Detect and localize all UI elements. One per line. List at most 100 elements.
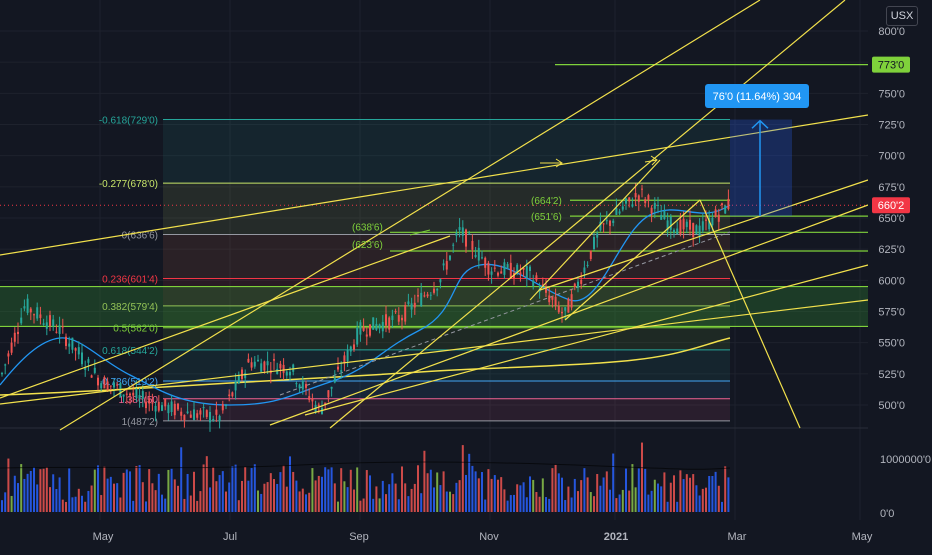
trend-lines — [0, 0, 869, 431]
candle-body — [413, 302, 416, 308]
volume-bar — [663, 472, 666, 512]
price-axis-background — [868, 0, 932, 520]
level-label: (651'6) — [531, 212, 562, 223]
candle-body — [13, 332, 16, 342]
volume-bar — [167, 469, 170, 512]
volume-bar — [445, 491, 448, 512]
volume-bar — [234, 464, 237, 512]
volume-bar — [266, 482, 269, 512]
fib-level-label: 0.382(579'4) — [102, 302, 158, 313]
candle-body — [410, 303, 413, 310]
volume-bar — [141, 482, 144, 512]
volume-bar — [708, 475, 711, 512]
volume-bar — [391, 473, 394, 512]
volume-bar — [26, 473, 29, 512]
candle-body — [385, 314, 387, 326]
candle-body — [727, 198, 730, 209]
volume-bar — [1, 500, 3, 512]
candle-body — [337, 366, 339, 370]
volume-bar — [343, 481, 346, 512]
volume-bar — [522, 482, 525, 512]
candle-body — [570, 294, 573, 308]
candle-body — [359, 322, 362, 335]
volume-bar — [500, 477, 503, 512]
volume-bar — [577, 491, 579, 512]
volume-bar — [164, 498, 167, 512]
volume-bar — [282, 465, 285, 512]
candle-body — [375, 323, 378, 330]
candle-body — [61, 326, 64, 328]
candle-body — [161, 405, 163, 411]
price-tick-label: 700'0 — [878, 151, 905, 163]
volume-bar — [692, 474, 695, 512]
candle-body — [529, 266, 531, 272]
chart-grid — [0, 0, 868, 520]
volume-bar — [474, 471, 477, 512]
volume-bar — [340, 468, 343, 512]
candle-body — [589, 250, 592, 259]
volume-bar — [52, 474, 55, 512]
volume-bar — [711, 475, 714, 512]
time-tick-label: Nov — [479, 531, 499, 543]
volume-bar — [497, 479, 499, 512]
candle-body — [93, 367, 96, 373]
volume-bar — [705, 487, 707, 512]
candle-body — [141, 391, 144, 399]
candle-body — [503, 262, 506, 275]
fib-level-label: 0.786(519'2) — [102, 377, 158, 388]
time-axis: May Jul Sep Nov 2021 Mar May — [0, 522, 932, 550]
volume-bar — [23, 478, 26, 512]
candle-body — [167, 404, 170, 414]
candle-body — [369, 324, 371, 336]
trend-line — [539, 179, 869, 291]
volume-bar — [327, 469, 330, 512]
volume-bar — [423, 450, 426, 512]
volume-tick-label: 0'0 — [880, 508, 894, 520]
volume-bar — [295, 480, 298, 512]
candle-body — [71, 337, 74, 350]
volume-bar — [71, 497, 74, 512]
trend-line — [304, 264, 869, 416]
volume-bar — [397, 499, 400, 512]
volume-bar — [36, 484, 39, 512]
fib-band — [163, 183, 730, 235]
candle-body — [68, 343, 71, 347]
volume-bar — [29, 470, 32, 512]
volume-bar — [465, 474, 467, 512]
volume-bar — [650, 490, 653, 512]
candle-body — [58, 325, 61, 334]
volume-bar — [353, 489, 355, 512]
volume-bar — [298, 491, 301, 512]
candle-body — [45, 322, 48, 329]
price-badge[interactable] — [872, 197, 910, 214]
volume-bar — [359, 500, 362, 512]
volume-bar — [461, 445, 464, 512]
volume-bar — [631, 464, 634, 512]
fib-level-label: -0.618(729'0) — [99, 116, 158, 127]
candle-body — [103, 377, 106, 389]
price-badge[interactable] — [872, 56, 910, 73]
candle-body — [653, 202, 656, 209]
volume-bar — [621, 489, 624, 512]
volume-bar — [231, 466, 234, 512]
candle-body — [465, 229, 467, 247]
candle-body — [135, 388, 138, 398]
volume-bar — [519, 485, 522, 512]
volume-bar — [356, 467, 359, 512]
candle-body — [708, 217, 711, 230]
candle-body — [116, 384, 119, 386]
volume-bar — [244, 467, 247, 512]
volume-bar — [68, 468, 71, 512]
volume-bar — [109, 476, 112, 512]
candle-body — [407, 301, 410, 305]
volume-bar — [426, 473, 429, 512]
price-tick-label: 550'0 — [878, 338, 905, 350]
measure-label-box[interactable] — [705, 84, 809, 108]
volume-bar — [20, 464, 23, 512]
candle-body — [52, 319, 55, 327]
currency-selector-button[interactable]: USX — [886, 6, 918, 26]
volume-bar — [129, 471, 131, 512]
volume-bar — [471, 465, 474, 512]
